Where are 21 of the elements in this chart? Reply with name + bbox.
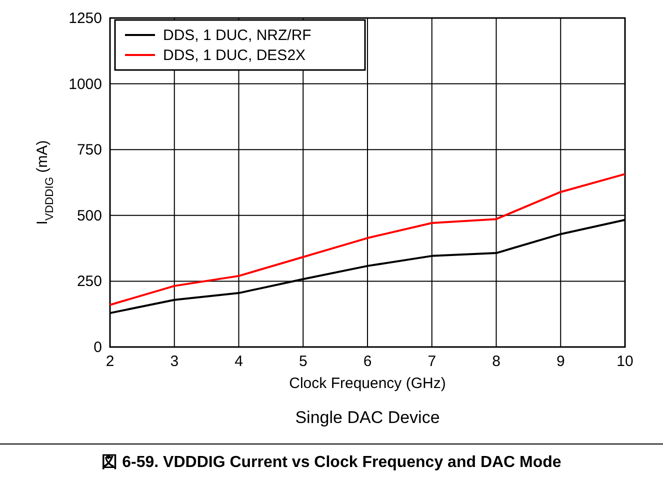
x-tick-label: 7 bbox=[428, 353, 436, 370]
x-tick-label: 6 bbox=[363, 353, 372, 370]
x-tick-label: 2 bbox=[106, 353, 114, 370]
y-tick-label: 500 bbox=[76, 207, 102, 224]
y-tick-label: 1250 bbox=[68, 10, 102, 27]
line-series bbox=[109, 173, 626, 306]
y-tick-label: 1000 bbox=[68, 76, 102, 93]
x-tick-label: 5 bbox=[298, 353, 308, 370]
y-tick-label: 750 bbox=[76, 142, 102, 159]
text: 図 6-59. VDDDIG Current vs Clock Frequency and DAC Mode bbox=[102, 454, 562, 471]
x-tick-label: 9 bbox=[556, 353, 565, 370]
x-axis-title: Clock Frequency (GHz) bbox=[289, 375, 446, 392]
text: Single DAC Device bbox=[295, 408, 440, 427]
legend-label: DDS, 1 DUC, NRZ/RF bbox=[163, 27, 312, 44]
legend-label: DDS, 1 DUC, DES2X bbox=[163, 47, 306, 64]
x-tick-label: 4 bbox=[234, 353, 243, 370]
x-tick-label: 10 bbox=[616, 353, 634, 370]
x-tick-label: 8 bbox=[492, 353, 500, 370]
y-tick-label: 250 bbox=[76, 273, 102, 290]
y-tick-label: 0 bbox=[94, 339, 102, 356]
x-tick-label: 3 bbox=[170, 353, 179, 370]
